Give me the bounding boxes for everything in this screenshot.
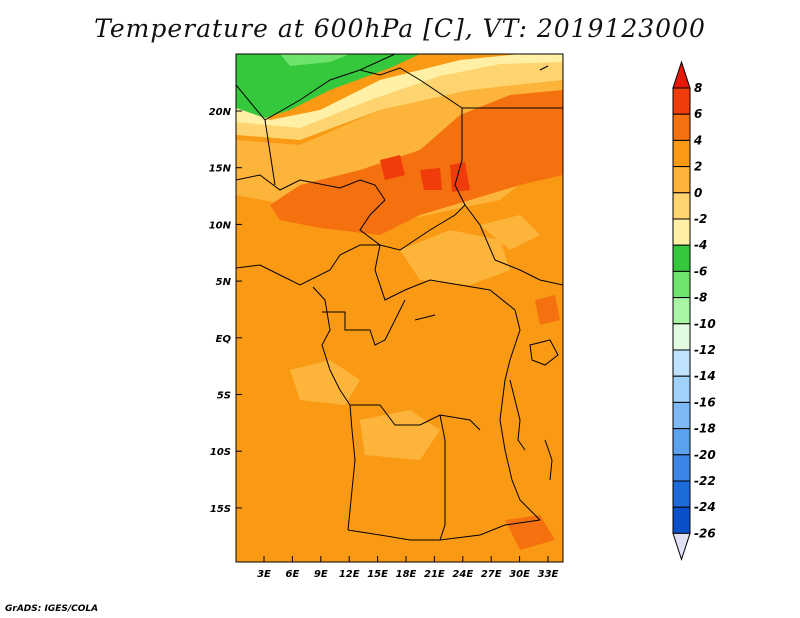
field-6-to-8 (420, 168, 442, 190)
latitude-axis: 20N 15N 10N 5N EQ 5S 10S 15S (209, 107, 242, 515)
border-line (264, 54, 396, 121)
colorbar-label: -18 (694, 422, 716, 436)
colorbar-swatch (672, 349, 691, 377)
lat-label: 5N (216, 277, 232, 288)
border-line (236, 244, 380, 286)
credit-label: GrADS: IGES/COLA (5, 604, 99, 614)
colorbar-swatch (672, 87, 691, 115)
lon-label: 3E (257, 569, 271, 580)
lon-label: 33E (538, 569, 559, 580)
colorbar-swatch (672, 297, 691, 325)
border-line (359, 199, 563, 286)
lat-label: 5S (217, 391, 231, 402)
lake-malawi (544, 439, 553, 481)
field-minus6-to-minus4 (236, 54, 420, 118)
field-6-to-8 (380, 155, 405, 180)
field-4-to-6 (270, 90, 563, 235)
colorbar-label: -16 (694, 395, 716, 409)
colorbar-label: -20 (694, 448, 716, 462)
lat-label: 15N (209, 164, 232, 175)
colorbar-swatch (672, 270, 691, 299)
colorbar-label: -10 (694, 317, 716, 331)
border-line (236, 84, 276, 186)
lon-label: 27E (481, 569, 502, 580)
border-line (236, 174, 386, 201)
colorbar-label: 0 (694, 186, 702, 200)
country-borders (236, 54, 563, 541)
colorbar-label: 2 (694, 160, 702, 174)
lat-label: EQ (216, 334, 232, 345)
colorbar-swatch (672, 139, 691, 168)
lake-victoria (529, 339, 559, 366)
border-line (499, 309, 541, 521)
border-line (347, 519, 541, 541)
map-figure: 20N 15N 10N 5N EQ 5S 10S 15S 3E 6E 9E 12E 15E 18E 21E… (209, 53, 716, 580)
lat-label: 20N (209, 107, 232, 118)
lat-label: 10N (209, 220, 232, 231)
colorbar-swatch (672, 218, 691, 246)
map-title: Temperature at 600hPa [C], VT: 201912300… (94, 14, 706, 43)
colorbar-label: -8 (694, 291, 707, 305)
colorbar: 8 6 4 2 0 -2 -4 -6 -8 -10 -12 -14 -16 -18 -20 -22 -24 -26 (672, 60, 716, 562)
border-line (350, 404, 481, 431)
field-minus4-to-minus2 (236, 54, 563, 128)
colorbar-label: -12 (694, 343, 716, 357)
coastline (312, 286, 356, 531)
colorbar-swatch (672, 375, 691, 403)
colorbar-swatch (672, 113, 691, 141)
colorbar-swatch (672, 480, 691, 508)
border-line (322, 299, 406, 346)
lon-label: 30E (509, 569, 530, 580)
colorbar-swatch (672, 244, 691, 272)
lat-label: 15S (210, 504, 231, 515)
border-line (539, 65, 549, 71)
field-0-to-2-patch (400, 230, 510, 285)
colorbar-label: -2 (694, 212, 707, 226)
field-4-to-6-patch (505, 515, 555, 550)
colorbar-swatch (672, 401, 691, 430)
lake-tanganyika (509, 379, 526, 451)
lat-label: 10S (210, 447, 231, 458)
lon-label: 21E (424, 569, 445, 580)
lon-label: 6E (286, 569, 300, 580)
border-line (359, 67, 466, 206)
colorbar-swatch (672, 166, 691, 194)
lon-label: 12E (339, 569, 360, 580)
colorbar-label: 6 (694, 107, 702, 121)
colorbar-label: 4 (693, 133, 702, 147)
lon-label: 15E (367, 569, 388, 580)
colorbar-label: -24 (694, 500, 716, 514)
colorbar-label: -6 (694, 264, 707, 278)
colorbar-swatch (672, 454, 691, 482)
colorbar-label: -4 (694, 238, 707, 252)
colorbar-swatch (672, 506, 691, 534)
lon-label: 18E (396, 569, 417, 580)
colorbar-swatch (672, 323, 691, 351)
colorbar-label: -22 (694, 474, 716, 488)
field-minus8-to-minus6 (280, 54, 350, 66)
lon-label: 9E (314, 569, 328, 580)
colorbar-lower-triangle (672, 532, 691, 562)
river-segment (414, 314, 436, 321)
longitude-axis: 3E 6E 9E 12E 15E 18E 21E 24E 27E 30E 33E (257, 556, 559, 580)
colorbar-swatch (672, 192, 691, 220)
field-0-to-2-patch (480, 215, 540, 250)
colorbar-label: -26 (694, 526, 716, 540)
temperature-field (236, 54, 563, 562)
field-0-to-2-patch (360, 410, 440, 460)
colorbar-swatch (672, 428, 691, 456)
border-line (374, 244, 516, 311)
colorbar-label: 8 (694, 81, 702, 95)
colorbar-upper-triangle (672, 60, 691, 89)
map-frame (235, 53, 564, 563)
lon-label: 24E (452, 569, 473, 580)
colorbar-label: -14 (694, 369, 716, 383)
field-4-to-6-patch (535, 295, 560, 325)
border-line (439, 414, 446, 541)
